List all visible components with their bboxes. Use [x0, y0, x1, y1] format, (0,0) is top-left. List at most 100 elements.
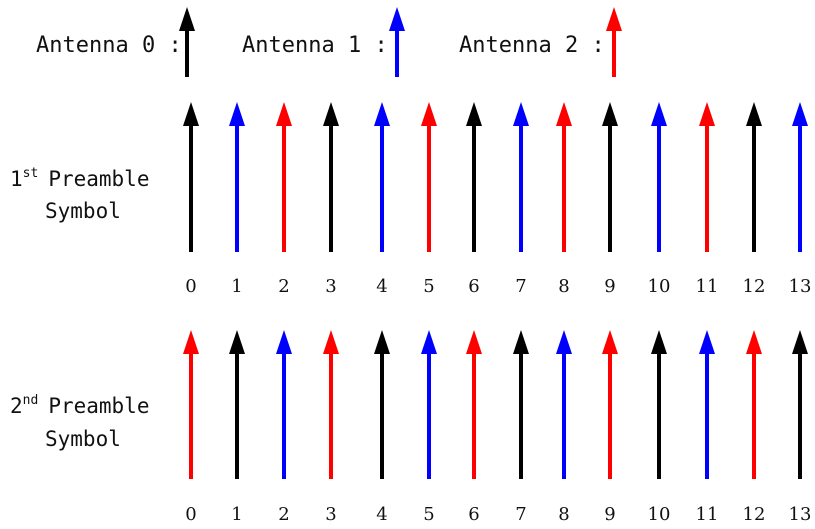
legend-label-antenna-0: Antenna 0 : — [36, 33, 182, 58]
row-2-subcarrier-5-arrow-icon — [421, 330, 437, 479]
row-2-subcarrier-index-5: 5 — [423, 504, 434, 525]
row-2-subcarrier-index-8: 8 — [558, 504, 569, 525]
subcarrier-arrows — [183, 102, 808, 479]
row-1-subcarrier-index-4: 4 — [376, 276, 387, 297]
legend-arrow-antenna-1-icon — [389, 7, 405, 77]
row-1-subcarrier-9-arrow-icon-head — [602, 102, 618, 126]
row-2-subcarrier-0-arrow-icon — [183, 330, 199, 479]
row-1-subcarrier-index-13: 13 — [789, 276, 812, 297]
row-2-label-word: Preamble — [48, 394, 149, 418]
legend-label-antenna-1: Antenna 1 : — [242, 33, 388, 58]
row-2-subcarrier-9-arrow-icon-head — [602, 330, 618, 354]
row-2-subcarrier-0-arrow-icon-head — [183, 330, 199, 354]
row-1-subcarrier-0-arrow-icon-head — [183, 102, 199, 126]
row-2-subcarrier-9-arrow-icon — [602, 330, 618, 479]
row-1-subcarrier-5-arrow-icon — [421, 102, 437, 252]
row-1-subcarrier-6-arrow-icon-head — [466, 102, 482, 126]
row-2-label-line2: Symbol — [45, 427, 121, 451]
row-2-subcarrier-10-arrow-icon — [651, 330, 667, 479]
row-1-subcarrier-index-10: 10 — [648, 276, 671, 297]
row-1-subcarrier-12-arrow-icon — [746, 102, 762, 252]
row-1-subcarrier-index-8: 8 — [558, 276, 569, 297]
row-1-subcarrier-index-6: 6 — [468, 276, 479, 297]
row-2-subcarrier-index-13: 13 — [789, 504, 812, 525]
legend-arrow-antenna-2-icon — [606, 7, 622, 77]
row-2-subcarrier-index-6: 6 — [468, 504, 479, 525]
row-1-subcarrier-11-arrow-icon-head — [699, 102, 715, 126]
row-2-subcarrier-13-arrow-icon-head — [792, 330, 808, 354]
row-1-subcarrier-6-arrow-icon — [466, 102, 482, 252]
row-2-subcarrier-12-arrow-icon — [746, 330, 762, 479]
row-2-subcarrier-6-arrow-icon-head — [466, 330, 482, 354]
row-1-subcarrier-index-7: 7 — [515, 276, 526, 297]
row-1-label-number: 1 — [10, 167, 23, 191]
row-1-label-superscript: st — [23, 166, 39, 181]
row-1-label: 1st Preamble Symbol — [10, 166, 149, 223]
row-2-subcarrier-6-arrow-icon — [466, 330, 482, 479]
row-1-subcarrier-8-arrow-icon — [556, 102, 572, 252]
row-1-subcarrier-8-arrow-icon-head — [556, 102, 572, 126]
row-2-subcarrier-index-3: 3 — [325, 504, 336, 525]
legend: Antenna 0 : Antenna 1 : Antenna 2 : — [36, 7, 622, 77]
legend-label-antenna-2: Antenna 2 : — [459, 33, 605, 58]
row-1-subcarrier-0-arrow-icon — [183, 102, 199, 252]
row-2-subcarrier-index-7: 7 — [515, 504, 526, 525]
row-1-subcarrier-3-arrow-icon-head — [323, 102, 339, 126]
row-1-subcarrier-index-2: 2 — [278, 276, 289, 297]
row-1-subcarrier-index-0: 0 — [185, 276, 196, 297]
row-1-subcarrier-index-1: 1 — [231, 276, 242, 297]
row-1-subcarrier-1-arrow-icon-head — [229, 102, 245, 126]
row-2-subcarrier-index-12: 12 — [743, 504, 766, 525]
row-2-subcarrier-7-arrow-icon-head — [513, 330, 529, 354]
row-2-subcarrier-2-arrow-icon-head — [276, 330, 292, 354]
row-1-subcarrier-2-arrow-icon — [276, 102, 292, 252]
row-1-label-line1: 1st Preamble — [10, 166, 149, 191]
legend-arrow-antenna-1-icon-head — [389, 7, 405, 31]
row-2-subcarrier-13-arrow-icon — [792, 330, 808, 479]
legend-arrow-antenna-2-icon-head — [606, 7, 622, 31]
row-1-subcarrier-10-arrow-icon — [651, 102, 667, 252]
row-1-subcarrier-2-arrow-icon-head — [276, 102, 292, 126]
row-1-label-line2: Symbol — [45, 199, 121, 223]
row-2-subcarrier-10-arrow-icon-head — [651, 330, 667, 354]
row-1-subcarrier-4-arrow-icon-head — [374, 102, 390, 126]
legend-arrow-antenna-0-icon — [179, 7, 195, 77]
row-2-subcarrier-8-arrow-icon-head — [556, 330, 572, 354]
row-2-label-superscript: nd — [23, 393, 39, 408]
row-1-label-word: Preamble — [48, 167, 149, 191]
row-1-subcarrier-index-5: 5 — [423, 276, 434, 297]
row-1-subcarrier-9-arrow-icon — [602, 102, 618, 252]
row-2-subcarrier-1-arrow-icon-head — [229, 330, 245, 354]
row-1-subcarrier-index-3: 3 — [325, 276, 336, 297]
row-2-subcarrier-1-arrow-icon — [229, 330, 245, 479]
row-1-subcarrier-12-arrow-icon-head — [746, 102, 762, 126]
row-1-subcarrier-index-9: 9 — [604, 276, 615, 297]
row-2-subcarrier-index-4: 4 — [376, 504, 387, 525]
row-1-subcarrier-index-11: 11 — [696, 276, 719, 297]
row-2-label: 2nd Preamble Symbol — [10, 393, 149, 451]
row-2-subcarrier-index-10: 10 — [648, 504, 671, 525]
row-2-subcarrier-8-arrow-icon — [556, 330, 572, 479]
row-2-subcarrier-2-arrow-icon — [276, 330, 292, 479]
row-1-subcarrier-13-arrow-icon — [792, 102, 808, 252]
row-1-subcarrier-13-arrow-icon-head — [792, 102, 808, 126]
row-2-subcarrier-3-arrow-icon-head — [323, 330, 339, 354]
row-1-subcarrier-10-arrow-icon-head — [651, 102, 667, 126]
row-1-subcarrier-4-arrow-icon — [374, 102, 390, 252]
row-2-subcarrier-5-arrow-icon-head — [421, 330, 437, 354]
row-2-subcarrier-11-arrow-icon-head — [699, 330, 715, 354]
row-2-label-number: 2 — [10, 394, 23, 418]
row-1-subcarrier-5-arrow-icon-head — [421, 102, 437, 126]
row-2-label-line1: 2nd Preamble — [10, 393, 149, 418]
row-2-subcarrier-11-arrow-icon — [699, 330, 715, 479]
row-2-subcarrier-4-arrow-icon-head — [374, 330, 390, 354]
legend-arrow-antenna-0-icon-head — [179, 7, 195, 31]
row-1-subcarrier-index-12: 12 — [743, 276, 766, 297]
row-2-subcarrier-index-11: 11 — [696, 504, 719, 525]
row-2-subcarrier-4-arrow-icon — [374, 330, 390, 479]
row-1-subcarrier-3-arrow-icon — [323, 102, 339, 252]
row-1-subcarrier-7-arrow-icon-head — [513, 102, 529, 126]
row-2-subcarrier-12-arrow-icon-head — [746, 330, 762, 354]
row-2-subcarrier-index-0: 0 — [185, 504, 196, 525]
